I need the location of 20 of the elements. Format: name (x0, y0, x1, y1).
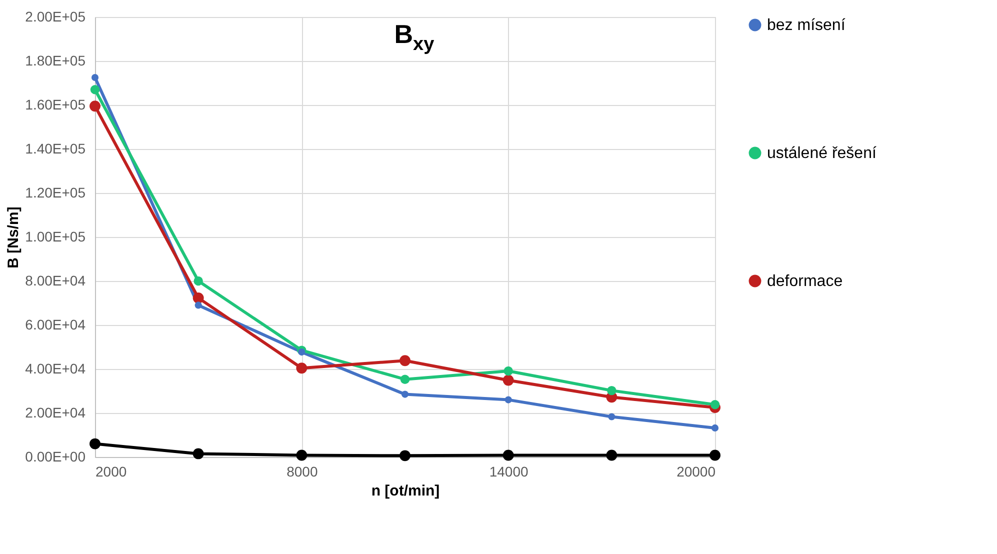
y-tick-label: 4.00E+04 (25, 360, 86, 376)
y-tick-label: 1.20E+05 (25, 184, 86, 200)
y-axis-title: B [Ns/m] (5, 206, 22, 268)
x-tick-label: 2000 (96, 464, 127, 480)
y-tick-label: 6.00E+04 (25, 316, 86, 332)
legend-label: deformace (767, 273, 843, 290)
x-tick-label: 14000 (489, 464, 529, 480)
x-axis-title: n [ot/min] (371, 482, 440, 500)
y-tick-label: 8.00E+04 (25, 272, 86, 288)
legend-label: bez mísení (767, 17, 846, 34)
y-tick-label: 1.80E+05 (25, 52, 86, 68)
y-tick-label: 0.00E+00 (25, 448, 86, 464)
legend-label: ustálené řešení (767, 145, 877, 162)
y-tick-label: 1.60E+05 (25, 96, 86, 112)
x-tick-label: 20000 (676, 464, 716, 480)
y-tick-label: 1.40E+05 (25, 140, 86, 156)
x-tick-label: 8000 (286, 464, 318, 480)
y-tick-label: 2.00E+05 (25, 8, 86, 24)
y-tick-label: 1.00E+05 (25, 228, 86, 244)
y-tick-label: 2.00E+04 (25, 404, 86, 420)
